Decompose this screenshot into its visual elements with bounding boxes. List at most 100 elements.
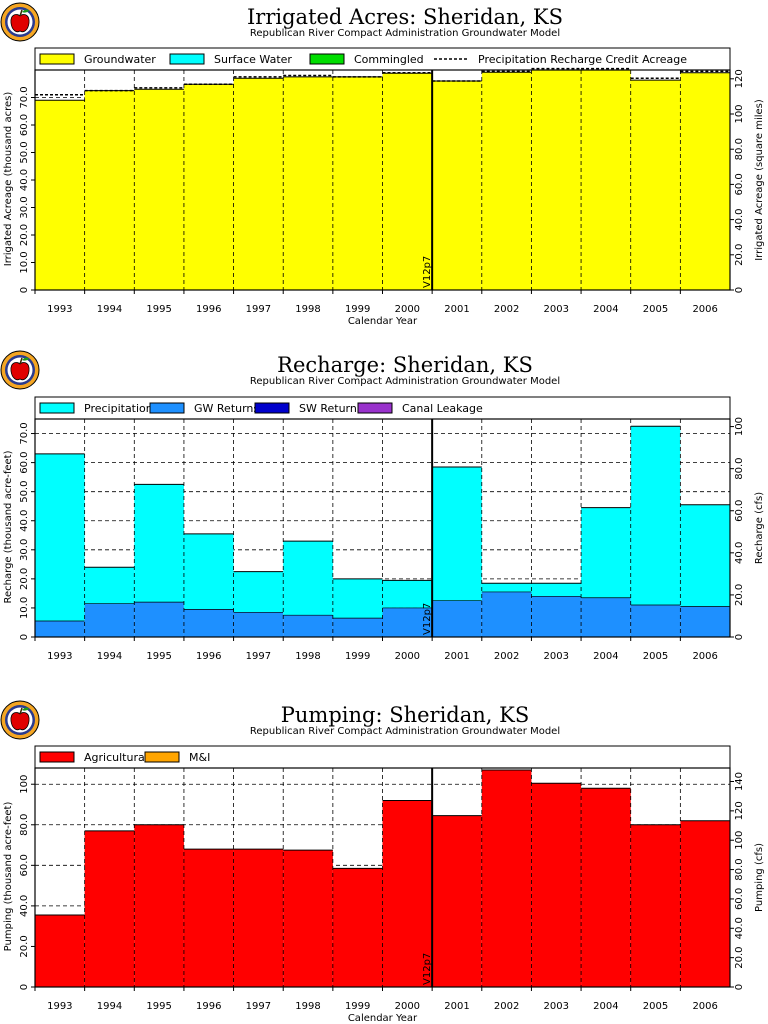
legend-entry: Canal Leakage	[402, 402, 483, 415]
legend-swatch	[357, 402, 393, 414]
bar-groundwater	[233, 78, 284, 290]
chart-title: Irrigated Acres: Sheridan, KS	[247, 5, 563, 29]
bar-gw-returns	[680, 606, 730, 637]
y-right-tick-label: 120	[734, 801, 745, 820]
x-tick-label: 2004	[593, 304, 618, 315]
chart-title: Pumping: Sheridan, KS	[281, 703, 529, 727]
logo-stem	[19, 357, 23, 365]
bar-agricultural	[332, 868, 383, 987]
bar-groundwater	[630, 80, 681, 290]
legend-swatch	[169, 53, 205, 65]
x-tick-label: 2001	[444, 304, 469, 315]
y-right-tick-label: 40.0	[734, 208, 745, 230]
x-tick-label: 1993	[47, 304, 72, 315]
y-right-tick-label: 140	[734, 772, 745, 791]
x-axis-label: Calendar Year	[348, 316, 418, 327]
bar-groundwater	[531, 70, 582, 290]
x-tick-label: 2002	[494, 651, 519, 662]
y-right-tick-label: 120	[734, 69, 745, 88]
x-tick-label: 1995	[146, 1001, 171, 1012]
bar-groundwater	[84, 90, 135, 290]
x-tick-label: 1995	[146, 651, 171, 662]
bar-precipitation	[382, 580, 433, 608]
y-right-tick-label: 20.0	[734, 584, 745, 606]
legend-entry: Groundwater	[84, 53, 156, 66]
x-tick-label: 2001	[444, 1001, 469, 1012]
y-tick-label: 30.0	[19, 539, 30, 561]
legend-entry: Precipitation Recharge Credit Acreage	[478, 53, 687, 66]
y-tick-label: 20.0	[19, 568, 30, 590]
legend-swatch	[39, 402, 75, 414]
logo-leaf	[22, 9, 29, 13]
y-right-tick-label: 40.0	[734, 542, 745, 564]
x-tick-label: 2000	[395, 1001, 420, 1012]
legend-swatch	[144, 751, 180, 763]
x-tick-label: 1996	[196, 651, 221, 662]
y-tick-label: 60.0	[19, 854, 30, 876]
y-right-axis-label: Irrigated Acreage (square miles)	[754, 99, 765, 261]
legend-swatch	[149, 402, 185, 414]
chart-panel-acres: Irrigated Acres: Sheridan, KSRepublican …	[3, 5, 765, 327]
y-right-tick-label: 0	[734, 634, 745, 640]
y-tick-label: 20.0	[19, 224, 30, 246]
y-tick-label: 40.0	[19, 510, 30, 532]
bar-agricultural	[35, 915, 85, 987]
x-tick-label: 1999	[345, 304, 370, 315]
bar-agricultural	[581, 788, 631, 987]
bar-precipitation	[283, 541, 333, 616]
legend-entry: Agricultural	[84, 751, 148, 764]
bar-agricultural	[680, 820, 730, 987]
y-tick-label: 70.0	[19, 86, 30, 108]
chart-subtitle: Republican River Compact Administration …	[250, 726, 560, 737]
y-tick-label: 50.0	[19, 481, 30, 503]
bar-precipitation	[481, 583, 532, 592]
logo-leaf	[22, 357, 29, 361]
y-right-tick-label: 60.0	[734, 173, 745, 195]
y-right-tick-label: 100	[734, 417, 745, 436]
bar-groundwater	[432, 81, 482, 290]
x-tick-label: 1997	[246, 651, 271, 662]
bar-gw-returns	[84, 603, 135, 637]
x-axis-label: Calendar Year	[348, 1013, 418, 1024]
bar-groundwater	[35, 100, 85, 290]
x-tick-label: 1999	[345, 1001, 370, 1012]
bar-gw-returns	[531, 596, 582, 637]
bar-gw-returns	[283, 615, 333, 637]
bar-agricultural	[183, 849, 234, 987]
bar-agricultural	[481, 770, 532, 987]
bar-groundwater	[581, 70, 631, 290]
bar-gw-returns	[382, 607, 433, 637]
chart-subtitle: Republican River Compact Administration …	[250, 28, 560, 39]
bar-groundwater	[680, 72, 730, 290]
x-tick-label: 2002	[494, 304, 519, 315]
bar-groundwater	[332, 76, 383, 290]
legend-swatch	[39, 53, 75, 65]
x-tick-label: 2000	[395, 304, 420, 315]
bar-gw-returns	[233, 612, 284, 637]
apple-logo-icon	[0, 2, 40, 42]
y-right-tick-label: 40.0	[734, 917, 745, 939]
bar-precipitation	[432, 466, 482, 601]
y-tick-label: 10.0	[19, 251, 30, 273]
bar-precipitation	[134, 484, 184, 603]
y-right-axis-label: Recharge (cfs)	[754, 492, 765, 564]
y-tick-label: 100	[19, 775, 30, 794]
bar-groundwater	[183, 84, 234, 290]
x-tick-label: 1994	[97, 304, 122, 315]
logo-apple	[10, 712, 30, 731]
x-tick-label: 2003	[544, 1001, 569, 1012]
bar-gw-returns	[35, 621, 85, 637]
x-tick-label: 2000	[395, 651, 420, 662]
x-tick-label: 2001	[444, 651, 469, 662]
y-right-tick-label: 60.0	[734, 888, 745, 910]
y-tick-label: 0	[19, 634, 30, 640]
apple-logo-icon	[0, 350, 40, 390]
bar-groundwater	[382, 73, 433, 290]
y-right-tick-label: 0	[734, 287, 745, 293]
y-tick-label: 0	[19, 287, 30, 293]
x-tick-label: 1994	[97, 651, 122, 662]
x-tick-label: 2004	[593, 1001, 618, 1012]
